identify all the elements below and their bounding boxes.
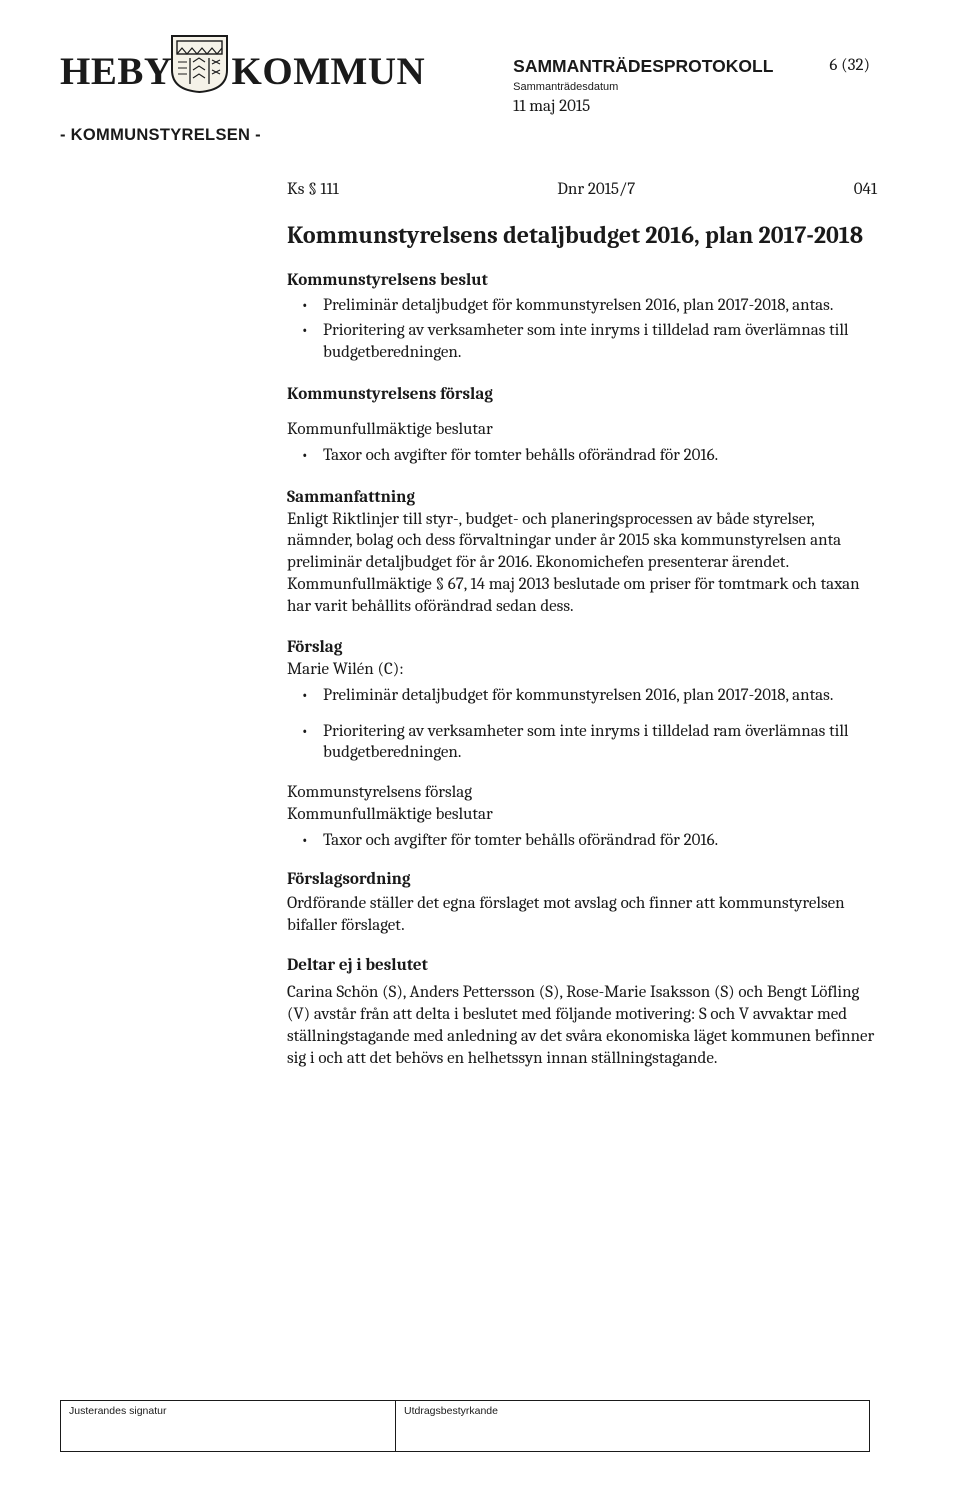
council-line: Kommunfullmäktige beslutar bbox=[287, 419, 877, 441]
proposal-tail-bullets: Taxor och avgifter för tomter behålls of… bbox=[287, 830, 877, 852]
board-name: - KOMMUNSTYRELSEN - bbox=[60, 126, 870, 145]
page-footer: Justerandes signatur Utdragsbestyrkande bbox=[60, 1400, 870, 1452]
decision-bullets: Preliminär detaljbudget för kommunstyrel… bbox=[287, 295, 877, 363]
logo-word-left: HEBY bbox=[60, 50, 173, 93]
heading-order: Förslagsordning bbox=[287, 869, 877, 891]
signature-box: Justerandes signatur bbox=[60, 1400, 395, 1452]
meeting-date: 11 maj 2015 bbox=[513, 97, 773, 116]
attestation-box: Utdragsbestyrkande bbox=[395, 1400, 870, 1452]
heading-proposal: Förslag bbox=[287, 637, 877, 659]
proposal-bullets: Preliminär detaljbudget för kommunstyrel… bbox=[287, 685, 877, 764]
protocol-title: SAMMANTRÄDESPROTOKOLL bbox=[513, 56, 773, 77]
ks-ref: Ks § 111 bbox=[287, 179, 339, 201]
proposal-tail-2: Kommunfullmäktige beslutar bbox=[287, 804, 877, 826]
meeting-date-label: Sammanträdesdatum bbox=[513, 81, 773, 93]
summary-text: Enligt Riktlinjer till styr-, budget- oc… bbox=[287, 509, 877, 618]
order-text: Ordförande ställer det egna förslaget mo… bbox=[287, 893, 877, 937]
page-number: 6 (32) bbox=[829, 56, 870, 116]
signature-label: Justerandes signatur bbox=[69, 1405, 166, 1417]
municipal-logo: HEBY KOMMUN bbox=[60, 52, 425, 91]
page-header: HEBYKOMMUN SAMMANTRÄDESPROTOKOLL Sammant bbox=[60, 52, 870, 116]
heading-summary: Sammanfattning bbox=[287, 487, 877, 509]
logo-word-right: KOMMUN bbox=[232, 50, 426, 93]
list-item: Preliminär detaljbudget för kommunstyrel… bbox=[287, 295, 877, 317]
heading-proposal-board: Kommunstyrelsens förslag bbox=[287, 384, 877, 406]
heading-decision: Kommunstyrelsens beslut bbox=[287, 270, 877, 292]
abstain-text: Carina Schön (S), Anders Pettersson (S),… bbox=[287, 982, 877, 1069]
heading-abstain: Deltar ej i beslutet bbox=[287, 955, 877, 977]
list-item: Taxor och avgifter för tomter behålls of… bbox=[287, 445, 877, 467]
reference-row: Ks § 111 Dnr 2015/7 041 bbox=[287, 179, 877, 201]
coat-of-arms-icon bbox=[170, 34, 229, 94]
dnr-ref: Dnr 2015/7 bbox=[557, 179, 635, 201]
list-item: Prioritering av verksamheter som inte in… bbox=[287, 721, 877, 765]
list-item: Prioritering av verksamheter som inte in… bbox=[287, 320, 877, 364]
item-title: Kommunstyrelsens detaljbudget 2016, plan… bbox=[287, 221, 877, 250]
list-item: Preliminär detaljbudget för kommunstyrel… bbox=[287, 685, 877, 707]
list-item: Taxor och avgifter för tomter behålls of… bbox=[287, 830, 877, 852]
header-meta: SAMMANTRÄDESPROTOKOLL Sammanträdesdatum … bbox=[513, 52, 870, 116]
code-ref: 041 bbox=[854, 179, 877, 201]
document-body: Ks § 111 Dnr 2015/7 041 Kommunstyrelsens… bbox=[287, 179, 877, 1069]
proposal-tail-1: Kommunstyrelsens förslag bbox=[287, 782, 877, 804]
attestation-label: Utdragsbestyrkande bbox=[404, 1405, 498, 1417]
document-page: HEBYKOMMUN SAMMANTRÄDESPROTOKOLL Sammant bbox=[0, 0, 960, 1494]
proposal-author: Marie Wilén (C): bbox=[287, 659, 877, 681]
proposal-board-bullets: Taxor och avgifter för tomter behålls of… bbox=[287, 445, 877, 467]
logo-text: HEBY KOMMUN bbox=[60, 52, 425, 91]
